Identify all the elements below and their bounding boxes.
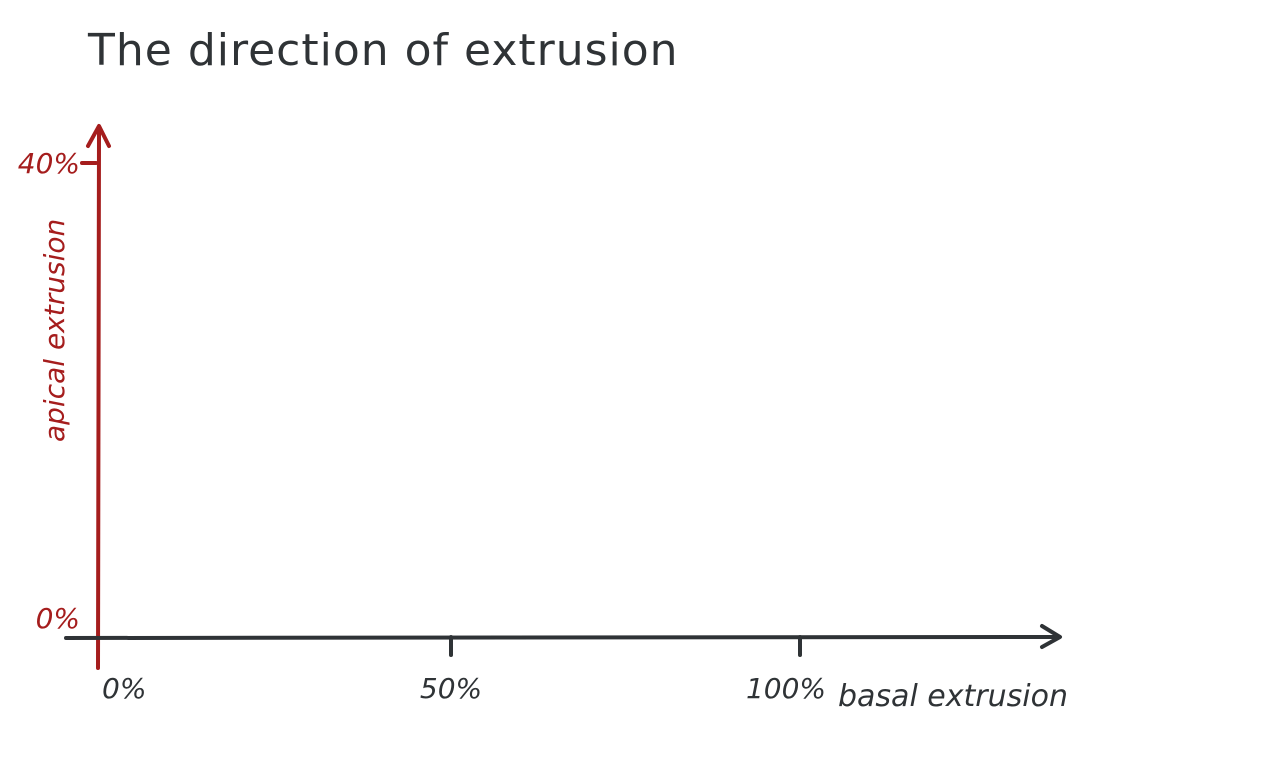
y-axis-arrowhead (86, 124, 111, 148)
x-tick-label: 100% (746, 672, 826, 705)
y-ticks: 0% 40% (18, 147, 98, 635)
x-axis-label: basal extrusion (838, 679, 1068, 714)
y-axis-label: apical extrusion (38, 219, 71, 442)
x-axis-arrowhead (1040, 624, 1062, 649)
axes (64, 124, 1062, 670)
y-tick-label: 40% (18, 147, 80, 180)
y-axis-line (96, 130, 101, 670)
x-ticks: 0% 50% 100% (102, 635, 826, 705)
x-tick-label: 0% (102, 672, 146, 705)
x-tick-label: 50% (420, 672, 482, 705)
chart-title: The direction of extrusion (87, 25, 679, 76)
y-tick-label: 0% (36, 602, 80, 635)
x-axis-line (64, 635, 1056, 640)
